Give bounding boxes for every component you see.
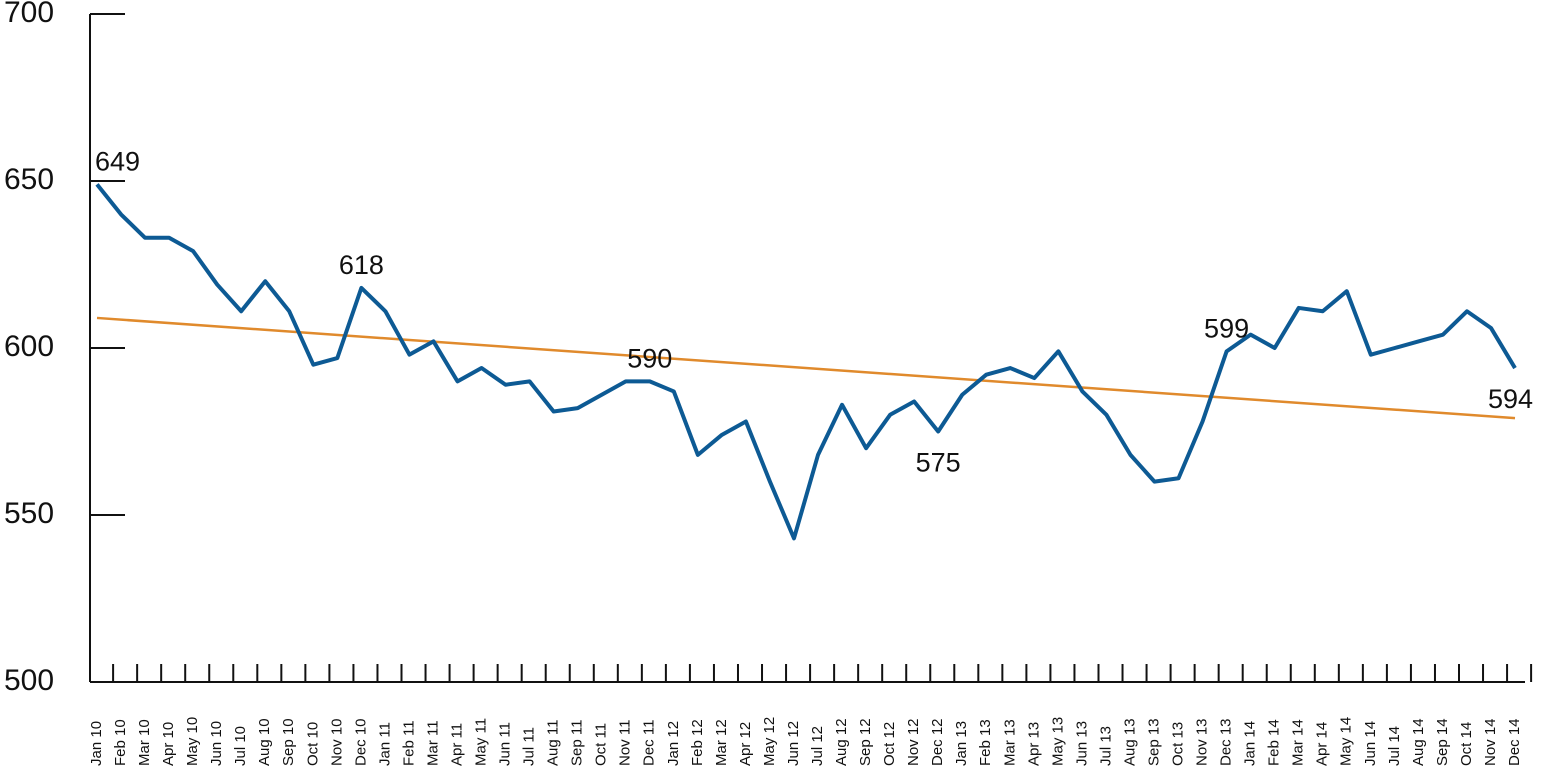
x-tick-label: Jun 13 [1073,721,1090,766]
x-tick-label: Nov 10 [328,718,345,766]
x-tick-label: Dec 14 [1506,718,1523,766]
x-tick-label: Feb 12 [689,719,706,766]
x-tick-label: Oct 13 [1169,722,1186,766]
x-tick-label: Feb 14 [1266,719,1283,766]
x-tick-label: Oct 10 [304,722,321,766]
x-tick-label: Jan 12 [665,721,682,766]
x-tick-label: Jun 12 [785,721,802,766]
x-tick-label: May 11 [473,718,490,766]
data-line [95,183,1517,541]
x-tick-label: Apr 12 [737,722,754,766]
y-tick-label: 700 [4,0,54,29]
x-tick-label: Jun 10 [208,721,225,766]
x-tick-label: Oct 11 [593,723,610,766]
x-tick-label: Jul 14 [1386,726,1403,766]
x-tick-label: Jun 14 [1362,721,1379,766]
data-label: 594 [1488,384,1533,414]
x-tick-label: Jan 11 [376,722,393,766]
x-tick-label: May 14 [1338,717,1355,766]
x-tick-label: Aug 12 [833,718,850,766]
x-tick-label: May 10 [184,717,201,766]
x-tick-label: Mar 10 [136,719,153,766]
x-tick-label: Sep 11 [569,720,586,766]
x-tick-label: Aug 14 [1410,718,1427,766]
x-tick-label: Feb 13 [977,719,994,766]
x-tick-label: Jul 11 [521,727,538,766]
x-tick-label: Jul 12 [809,726,826,766]
x-tick-label: Jul 10 [232,726,249,766]
y-tick-label: 550 [4,497,54,530]
x-tick-label: Dec 10 [352,718,369,766]
data-label: 590 [627,343,672,373]
x-tick-label: Nov 11 [617,720,634,766]
x-tick-label: Nov 13 [1194,718,1211,766]
data-label: 649 [95,146,140,176]
data-label: 575 [916,448,961,478]
x-tick-label: Jul 13 [1097,726,1114,766]
x-tick-label: Oct 14 [1458,722,1475,766]
x-tick-label: Jan 14 [1242,721,1259,766]
x-tick-label: Apr 11 [448,723,465,766]
x-tick-label: Nov 12 [905,718,922,766]
x-tick-label: Mar 12 [713,719,730,766]
x-tick-label: Apr 10 [160,722,177,766]
x-tick-label: Aug 13 [1121,718,1138,766]
x-tick-label: Aug 10 [256,718,273,766]
x-tick-label: Dec 11 [641,720,658,766]
y-tick-label: 500 [4,664,54,697]
x-tick-label: May 13 [1049,717,1066,766]
x-tick-label: Sep 12 [857,718,874,766]
x-tick-label: Mar 11 [424,720,441,766]
y-tick-label: 650 [4,163,54,196]
data-label: 599 [1204,313,1249,343]
x-tick-label: Dec 13 [1218,718,1235,766]
data-label: 618 [339,250,384,280]
x-tick-label: Mar 13 [1001,719,1018,766]
x-tick-label: Sep 10 [280,718,297,766]
x-tick-label: Feb 11 [400,720,417,766]
x-tick-label: Apr 14 [1314,722,1331,766]
trend-line [96,316,1516,420]
x-tick-label: Sep 14 [1434,718,1451,766]
x-tick-label: Nov 14 [1482,718,1499,766]
x-tick-label: Jan 13 [953,721,970,766]
x-tick-label: Oct 12 [881,722,898,766]
x-tick-label: Sep 13 [1145,718,1162,766]
x-tick-label: Feb 10 [112,719,129,766]
x-tick-label: Mar 14 [1290,719,1307,766]
x-tick-label: Aug 11 [545,720,562,766]
x-tick-label: Dec 12 [929,718,946,766]
x-tick-label: Jun 11 [497,722,514,766]
y-tick-label: 600 [4,330,54,363]
x-tick-label: May 12 [761,717,778,766]
x-tick-label: Apr 13 [1025,722,1042,766]
x-tick-label: Jan 10 [88,721,105,766]
